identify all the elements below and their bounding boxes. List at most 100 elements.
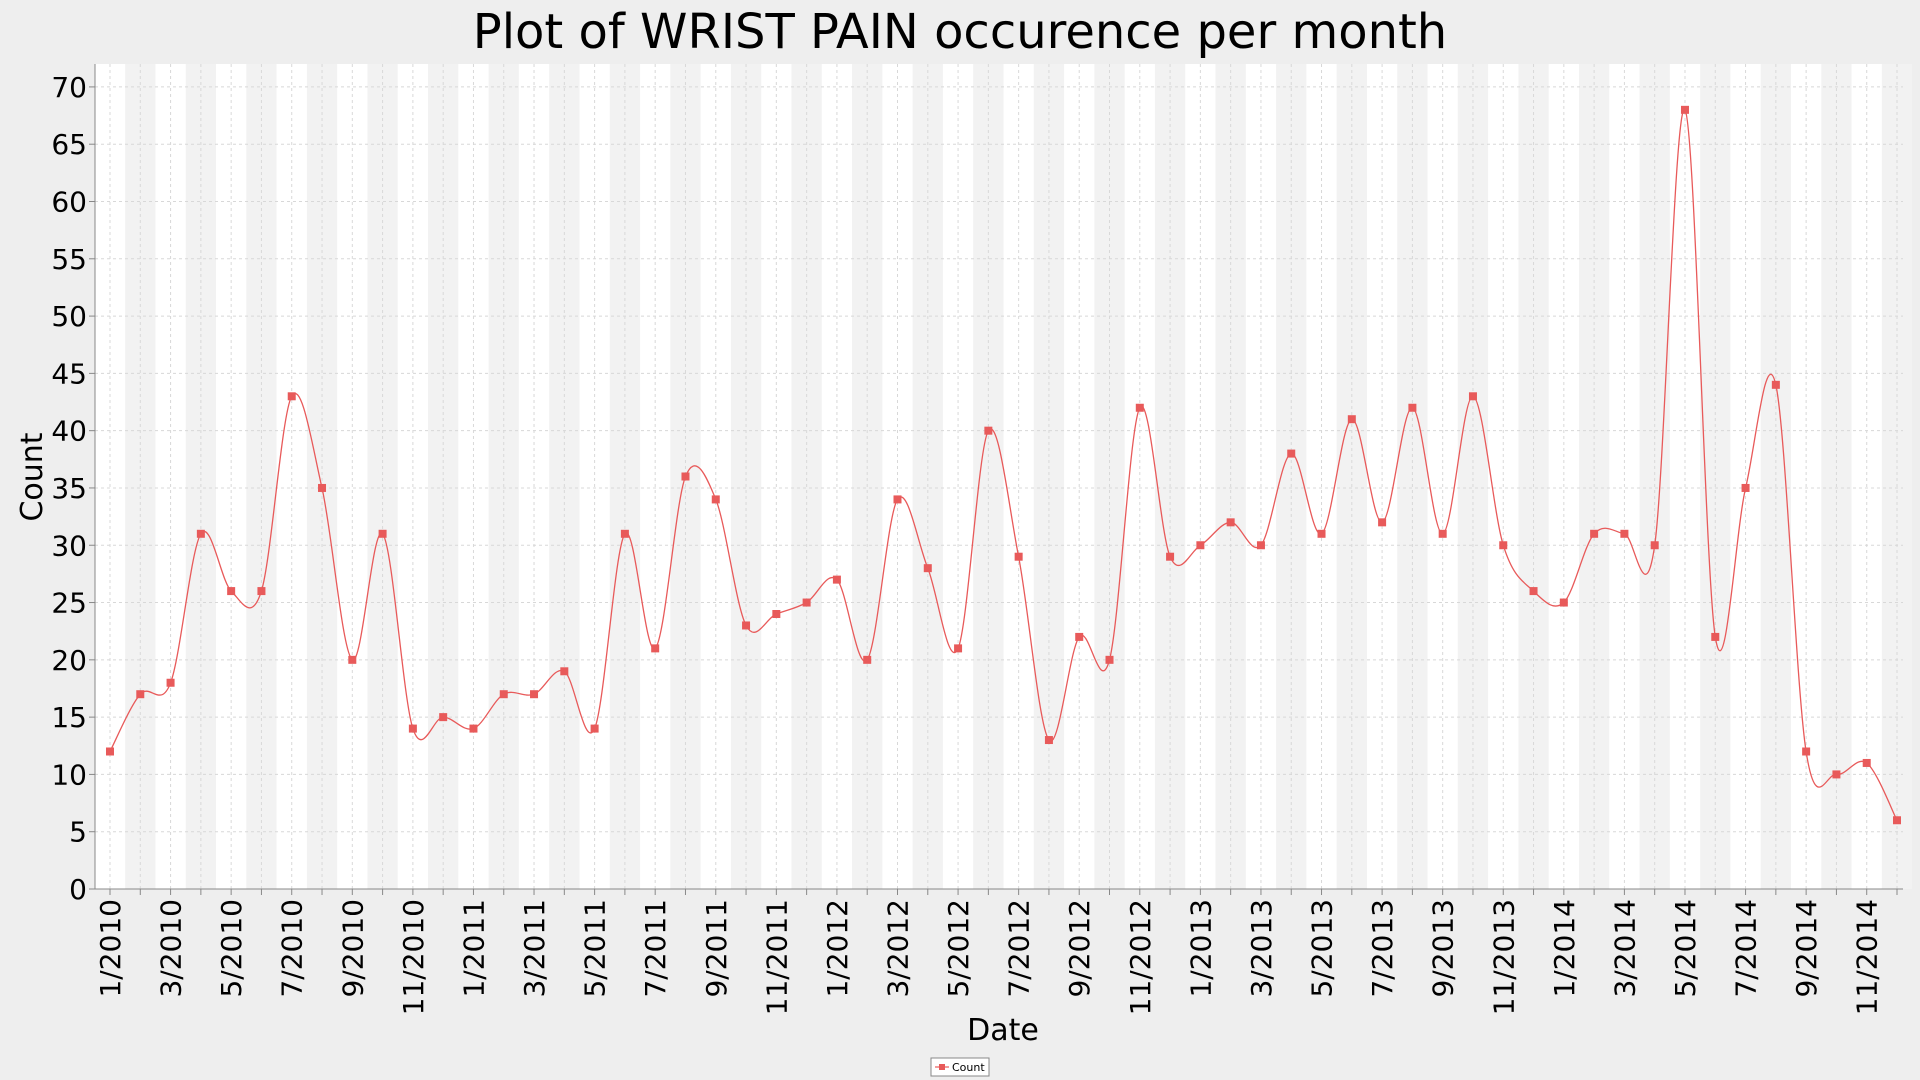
y-tick-label: 5	[69, 816, 87, 849]
data-point	[954, 644, 963, 653]
data-point	[560, 667, 569, 676]
data-point	[1802, 747, 1811, 756]
data-point	[1287, 449, 1296, 458]
x-tick-label: 1/2012	[821, 899, 854, 998]
y-tick-label: 50	[51, 300, 87, 333]
legend-label: Count	[952, 1061, 985, 1074]
data-point	[1256, 541, 1265, 550]
x-tick-label: 1/2013	[1184, 899, 1217, 998]
data-point	[1711, 632, 1720, 641]
data-point	[711, 495, 720, 504]
data-point	[257, 587, 266, 596]
data-point	[499, 690, 508, 699]
month-band	[912, 64, 943, 889]
y-tick-label: 0	[69, 873, 87, 906]
data-point	[196, 529, 205, 538]
x-tick-label: 5/2012	[942, 899, 975, 998]
legend: Count	[930, 1057, 990, 1077]
series-count	[106, 105, 1901, 825]
data-point	[1650, 541, 1659, 550]
x-tick-label: 3/2010	[155, 899, 188, 998]
month-band	[973, 64, 1004, 889]
data-point	[530, 690, 539, 699]
data-point	[1438, 529, 1447, 538]
x-tick-label: 9/2012	[1063, 899, 1096, 998]
data-point	[378, 529, 387, 538]
x-tick-label: 11/2011	[760, 899, 793, 1015]
y-tick-label: 45	[51, 357, 87, 390]
month-band	[1639, 64, 1670, 889]
data-point	[1226, 518, 1235, 527]
data-point	[1044, 736, 1053, 745]
x-tick-label: 7/2014	[1730, 899, 1763, 998]
y-tick-label: 70	[51, 71, 87, 104]
y-tick-label: 55	[51, 243, 87, 276]
x-tick-label: 7/2010	[276, 899, 309, 998]
data-point	[893, 495, 902, 504]
data-point	[772, 610, 781, 618]
x-tick-label: 7/2011	[639, 899, 672, 998]
legend-box	[930, 1057, 990, 1077]
y-axis: 0 5 10 15 20 25 30 35 40 45 50 55 60 65 70	[51, 64, 96, 906]
x-tick-label: 3/2013	[1245, 899, 1278, 998]
y-tick-label: 60	[51, 186, 87, 219]
x-axis: 1/2010 3/2010 5/2010 7/2010 9/2010 11/2010 1/2…	[94, 888, 1903, 1015]
x-tick-label: 1/2014	[1548, 899, 1581, 998]
data-point	[106, 747, 114, 756]
x-tick-label: 11/2012	[1124, 899, 1157, 1015]
data-point	[651, 644, 660, 653]
y-tick-label: 40	[51, 415, 87, 448]
data-point	[1166, 552, 1175, 561]
data-point	[1317, 529, 1326, 538]
x-tick-label: 11/2013	[1487, 899, 1520, 1015]
series-line	[109, 109, 1898, 821]
data-point	[1196, 541, 1205, 550]
data-point	[1014, 552, 1023, 561]
x-tick-label: 7/2012	[1003, 899, 1036, 998]
data-point	[318, 483, 327, 492]
month-band	[367, 64, 398, 889]
y-tick-label: 35	[51, 472, 87, 505]
y-tick-label: 10	[51, 758, 87, 791]
data-point	[1893, 816, 1901, 825]
month-band	[1215, 64, 1246, 889]
data-point	[1590, 529, 1599, 538]
x-tick-label: 11/2010	[397, 899, 430, 1015]
month-band	[1154, 64, 1186, 889]
x-tick-label: 3/2014	[1608, 899, 1641, 998]
data-point	[1620, 529, 1629, 538]
x-tick-label: 3/2011	[518, 899, 551, 998]
x-tick-label: 1/2010	[94, 899, 127, 998]
x-tick-label: 5/2011	[579, 899, 612, 998]
month-band	[1821, 64, 1852, 889]
data-point	[469, 724, 478, 733]
month-band	[246, 64, 277, 889]
month-band	[428, 64, 459, 889]
data-point	[439, 713, 448, 722]
y-tick-label: 65	[51, 128, 87, 161]
x-axis-title: Date	[967, 1013, 1039, 1048]
month-band	[791, 64, 822, 889]
data-point	[1771, 380, 1780, 389]
data-point	[681, 472, 690, 481]
data-point	[287, 392, 296, 401]
chart-title: Plot of WRIST PAIN occurence per month	[473, 4, 1447, 60]
month-band	[125, 64, 156, 889]
data-point	[742, 621, 751, 630]
data-point	[802, 598, 811, 607]
data-point	[1347, 415, 1356, 424]
x-tick-label: 5/2010	[215, 899, 248, 998]
data-point	[1075, 632, 1084, 641]
x-tick-label: 3/2012	[881, 899, 914, 998]
month-band	[1578, 64, 1610, 889]
data-point	[923, 564, 932, 573]
data-point	[1105, 655, 1114, 664]
month-band	[1457, 64, 1489, 889]
data-point	[1529, 587, 1538, 596]
x-tick-label: 9/2014	[1790, 899, 1823, 998]
data-point	[1680, 105, 1689, 114]
data-point	[1832, 770, 1841, 779]
month-band	[1397, 64, 1428, 889]
